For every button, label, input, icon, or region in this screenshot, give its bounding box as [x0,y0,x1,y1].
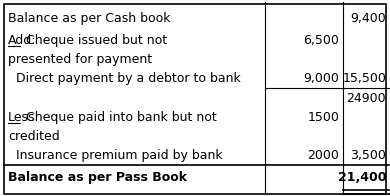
FancyBboxPatch shape [4,4,386,194]
Text: 9,400: 9,400 [350,12,386,25]
Text: Balance as per Cash book: Balance as per Cash book [8,12,170,25]
Text: 3,500: 3,500 [350,149,386,162]
Text: 9,000: 9,000 [303,72,339,85]
Text: Less: Less [8,111,35,124]
Text: Cheque issued but not: Cheque issued but not [22,34,167,47]
Text: 15,500: 15,500 [342,72,386,85]
Text: Cheque paid into bank but not: Cheque paid into bank but not [22,111,216,124]
Text: presented for payment: presented for payment [8,53,152,66]
Text: 1500: 1500 [307,111,339,124]
Text: 2000: 2000 [307,149,339,162]
Text: Balance as per Pass Book: Balance as per Pass Book [8,171,187,184]
Text: Add:: Add: [8,34,36,47]
Text: 21,400: 21,400 [338,171,386,184]
Text: 6,500: 6,500 [303,34,339,47]
Text: Insurance premium paid by bank: Insurance premium paid by bank [16,149,222,162]
Text: credited: credited [8,130,60,143]
Text: Direct payment by a debtor to bank: Direct payment by a debtor to bank [16,72,240,85]
Text: 24900: 24900 [346,92,386,104]
